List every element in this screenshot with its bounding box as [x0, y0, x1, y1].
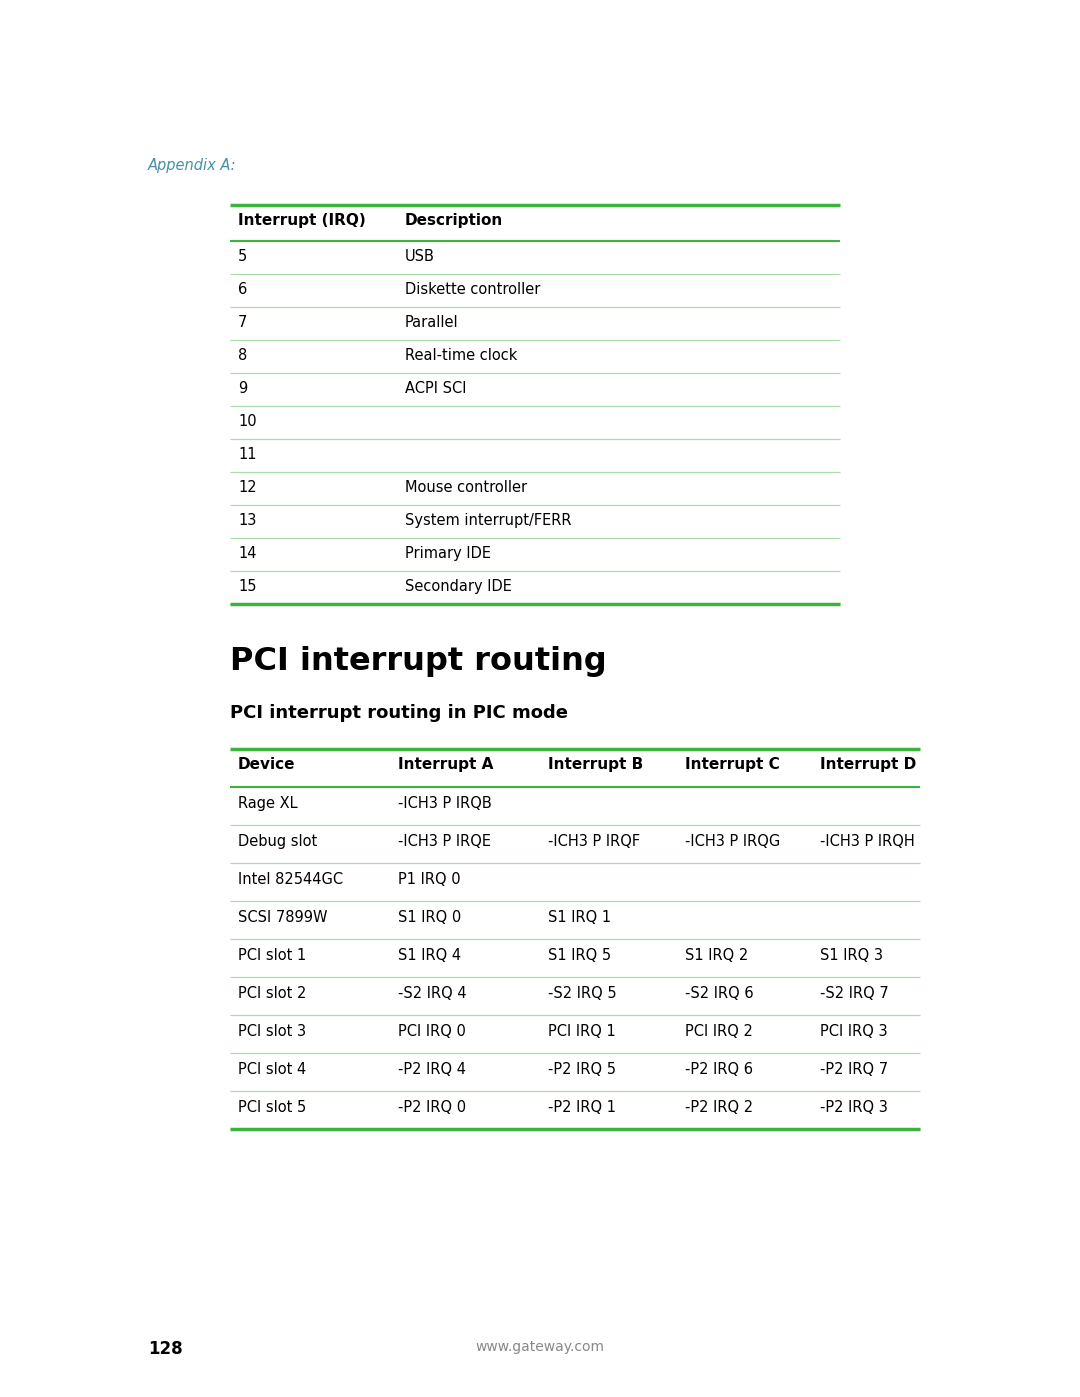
Text: Interrupt D: Interrupt D: [820, 757, 916, 773]
Text: PCI IRQ 3: PCI IRQ 3: [820, 1024, 888, 1039]
Text: Debug slot: Debug slot: [238, 834, 318, 849]
Text: Interrupt C: Interrupt C: [685, 757, 780, 773]
Text: Interrupt B: Interrupt B: [548, 757, 644, 773]
Text: 128: 128: [148, 1340, 183, 1358]
Text: -ICH3 P IRQB: -ICH3 P IRQB: [399, 796, 491, 812]
Text: 12: 12: [238, 481, 257, 495]
Text: S1 IRQ 5: S1 IRQ 5: [548, 949, 611, 963]
Text: PCI slot 3: PCI slot 3: [238, 1024, 306, 1039]
Text: S1 IRQ 2: S1 IRQ 2: [685, 949, 748, 963]
Text: PCI slot 2: PCI slot 2: [238, 986, 307, 1002]
Text: Secondary IDE: Secondary IDE: [405, 578, 512, 594]
Text: -P2 IRQ 0: -P2 IRQ 0: [399, 1099, 467, 1115]
Text: -S2 IRQ 5: -S2 IRQ 5: [548, 986, 617, 1002]
Text: PCI slot 1: PCI slot 1: [238, 949, 307, 963]
Text: -P2 IRQ 2: -P2 IRQ 2: [685, 1099, 753, 1115]
Text: www.gateway.com: www.gateway.com: [475, 1340, 605, 1354]
Text: -ICH3 P IRQG: -ICH3 P IRQG: [685, 834, 780, 849]
Text: Diskette controller: Diskette controller: [405, 282, 540, 298]
Text: PCI interrupt routing: PCI interrupt routing: [230, 645, 607, 678]
Text: -P2 IRQ 1: -P2 IRQ 1: [548, 1099, 616, 1115]
Text: System interrupt/FERR: System interrupt/FERR: [405, 513, 571, 528]
Text: 10: 10: [238, 414, 257, 429]
Text: -S2 IRQ 6: -S2 IRQ 6: [685, 986, 754, 1002]
Text: 7: 7: [238, 314, 247, 330]
Text: SCSI 7899W: SCSI 7899W: [238, 909, 327, 925]
Text: S1 IRQ 0: S1 IRQ 0: [399, 909, 461, 925]
Text: PCI slot 4: PCI slot 4: [238, 1062, 307, 1077]
Text: -P2 IRQ 3: -P2 IRQ 3: [820, 1099, 888, 1115]
Text: Interrupt (IRQ): Interrupt (IRQ): [238, 212, 366, 228]
Text: ACPI SCI: ACPI SCI: [405, 381, 467, 395]
Text: USB: USB: [405, 249, 435, 264]
Text: Intel 82544GC: Intel 82544GC: [238, 872, 343, 887]
Text: P1 IRQ 0: P1 IRQ 0: [399, 872, 461, 887]
Text: PCI IRQ 2: PCI IRQ 2: [685, 1024, 753, 1039]
Text: 5: 5: [238, 249, 247, 264]
Text: Interrupt A: Interrupt A: [399, 757, 494, 773]
Text: -P2 IRQ 5: -P2 IRQ 5: [548, 1062, 616, 1077]
Text: 9: 9: [238, 381, 247, 395]
Text: 13: 13: [238, 513, 256, 528]
Text: 11: 11: [238, 447, 257, 462]
Text: PCI IRQ 0: PCI IRQ 0: [399, 1024, 465, 1039]
Text: -S2 IRQ 4: -S2 IRQ 4: [399, 986, 467, 1002]
Text: 6: 6: [238, 282, 247, 298]
Text: 14: 14: [238, 546, 257, 562]
Text: Appendix A:: Appendix A:: [148, 158, 237, 173]
Text: S1 IRQ 4: S1 IRQ 4: [399, 949, 461, 963]
Text: Mouse controller: Mouse controller: [405, 481, 527, 495]
Text: -ICH3 P IRQF: -ICH3 P IRQF: [548, 834, 640, 849]
Text: S1 IRQ 1: S1 IRQ 1: [548, 909, 611, 925]
Text: 8: 8: [238, 348, 247, 363]
Text: PCI IRQ 1: PCI IRQ 1: [548, 1024, 616, 1039]
Text: -P2 IRQ 4: -P2 IRQ 4: [399, 1062, 465, 1077]
Text: PCI slot 5: PCI slot 5: [238, 1099, 307, 1115]
Text: -ICH3 P IRQE: -ICH3 P IRQE: [399, 834, 491, 849]
Text: Device: Device: [238, 757, 296, 773]
Text: Rage XL: Rage XL: [238, 796, 298, 812]
Text: Parallel: Parallel: [405, 314, 459, 330]
Text: -ICH3 P IRQH: -ICH3 P IRQH: [820, 834, 915, 849]
Text: PCI interrupt routing in PIC mode: PCI interrupt routing in PIC mode: [230, 704, 568, 722]
Text: Description: Description: [405, 212, 503, 228]
Text: -S2 IRQ 7: -S2 IRQ 7: [820, 986, 889, 1002]
Text: S1 IRQ 3: S1 IRQ 3: [820, 949, 883, 963]
Text: -P2 IRQ 7: -P2 IRQ 7: [820, 1062, 888, 1077]
Text: -P2 IRQ 6: -P2 IRQ 6: [685, 1062, 753, 1077]
Text: 15: 15: [238, 578, 257, 594]
Text: Real-time clock: Real-time clock: [405, 348, 517, 363]
Text: Primary IDE: Primary IDE: [405, 546, 491, 562]
